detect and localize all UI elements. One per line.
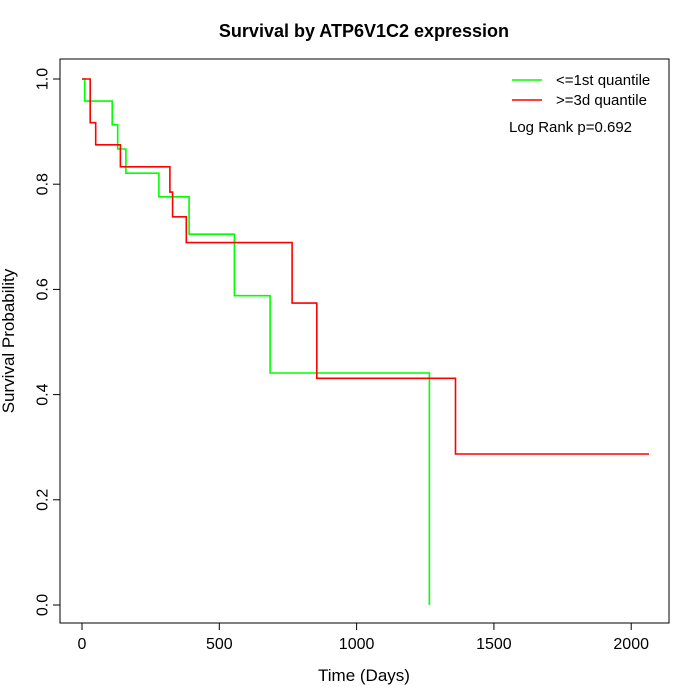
chart-title: Survival by ATP6V1C2 expression [219, 21, 509, 41]
legend-label: <=1st quantile [556, 72, 650, 89]
y-axis: 0.0 0.2 0.4 0.6 0.8 1.0 [35, 68, 61, 616]
series-2-curve [82, 78, 649, 455]
y-tick-label: 0.8 [35, 173, 52, 195]
x-tick-label: 1500 [476, 636, 512, 653]
series-layer [82, 78, 649, 605]
x-tick-label: 0 [78, 636, 87, 653]
y-tick-label: 1.0 [35, 68, 52, 90]
legend-label: >=3d quantile [556, 92, 647, 109]
log-rank-annotation: Log Rank p=0.692 [509, 119, 632, 136]
y-tick-label: 0.4 [35, 383, 52, 405]
y-tick-label: 0.6 [35, 278, 52, 300]
y-tick-label: 0.2 [35, 489, 52, 511]
plot-frame [59, 58, 670, 624]
y-axis-label: Survival Probability [0, 268, 18, 413]
x-tick-label: 2000 [613, 636, 649, 653]
x-axis: 0 500 1000 1500 2000 [78, 622, 649, 653]
x-tick-label: 500 [206, 636, 233, 653]
series-1-curve [82, 78, 431, 605]
y-tick-label: 0.0 [35, 594, 52, 616]
x-tick-label: 1000 [339, 636, 375, 653]
legend: <=1st quantile >=3d quantile [512, 72, 650, 109]
x-axis-label: Time (Days) [318, 666, 410, 685]
